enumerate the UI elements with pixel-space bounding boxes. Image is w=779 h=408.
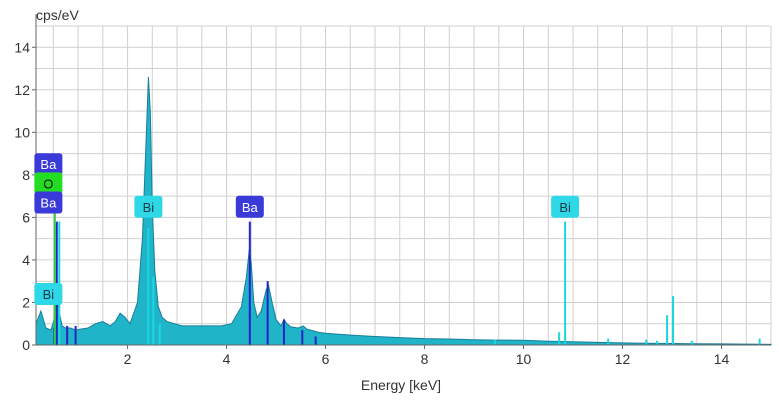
peak-label-box [134,195,163,218]
peak-label-text: Ba [40,157,57,172]
x-tick-label: 10 [516,351,532,367]
x-tick-label: 8 [421,351,429,367]
y-tick-label: 4 [22,252,30,268]
peak-label-text: Bi [143,200,155,215]
x-tick-label: 4 [223,351,231,367]
y-tick-label: 0 [22,337,30,353]
y-tick-label: 10 [14,124,30,140]
peak-label-text: Bi [43,287,55,302]
peak-label-box [34,172,63,195]
peak-label-box [551,195,580,218]
peak-label-ba: Ba [235,195,264,218]
peak-label-text: Bi [559,200,571,215]
peak-label-bi: Bi [34,282,63,305]
peak-label-box [235,195,264,218]
y-tick-label: 8 [22,167,30,183]
peak-label-box [34,191,63,214]
peak-label-box [34,153,63,176]
x-tick-label: 2 [124,351,132,367]
y-tick-label: 6 [22,209,30,225]
y-tick-label: 12 [14,82,30,98]
peak-label-ba: Ba [34,191,63,214]
peak-label-o: O [34,172,63,195]
axis-layer: 0 2 4 6 8 10 12 14 2 4 6 8 10 12 14 [14,14,771,367]
x-tick-label: 6 [322,351,330,367]
grid-layer [36,25,772,346]
y-tick-label: 2 [22,294,30,310]
peak-labels-layer: Ba O Ba Bi Bi Ba Bi [34,153,580,305]
peak-label-ba: Ba [34,153,63,176]
y-axis-title: cps/eV [36,7,79,23]
peak-label-text: Ba [40,196,57,211]
y-tick-label: 14 [14,39,30,55]
peak-label-text: Ba [242,200,259,215]
x-tick-label: 14 [714,351,730,367]
peak-label-box [34,282,63,305]
x-axis-title: Energy [keV] [361,377,441,393]
peak-label-text: O [43,176,53,191]
peak-label-bi: Bi [551,195,580,218]
peak-label-bi: Bi [134,195,163,218]
x-tick-label: 12 [615,351,631,367]
